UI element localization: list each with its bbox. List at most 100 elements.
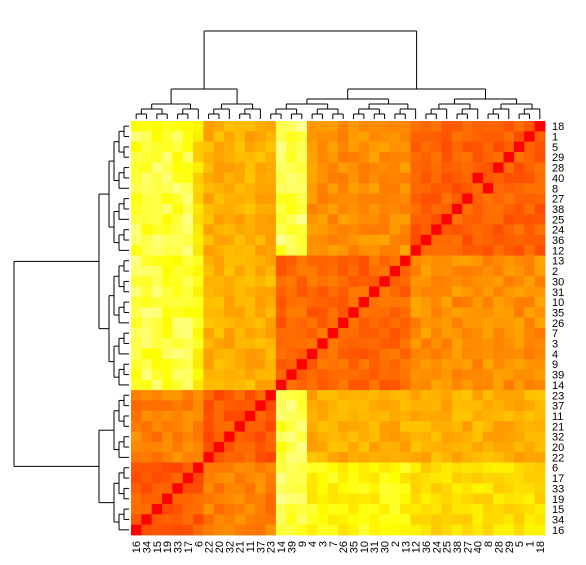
heatmap-cell [369,483,380,494]
heatmap-cell [493,214,504,225]
heatmap-cell [255,503,266,515]
heatmap-cell [472,162,484,174]
heatmap-cell [172,493,184,505]
heatmap-cell [327,141,339,153]
heatmap-cell [193,462,204,474]
heatmap-cell [286,338,297,350]
heatmap-cell [306,183,318,194]
heatmap-cell [420,390,432,401]
heatmap-cell [131,462,142,474]
heatmap-cell [203,483,215,494]
heatmap-cell [244,421,256,432]
heatmap-cell [493,359,504,370]
heatmap-cell [193,214,204,225]
heatmap-cell [451,121,463,132]
heatmap-cell [244,265,256,277]
heatmap-cell [193,503,204,515]
heatmap-cell [296,203,308,215]
heatmap-cell [513,307,525,319]
heatmap-cell [275,369,287,381]
heatmap-cell [431,452,442,463]
heatmap-cell [172,483,184,494]
heatmap-cell [265,255,277,267]
row-tick-label: 13 [552,256,564,268]
heatmap-cell [524,328,536,339]
heatmap-cell [348,245,360,256]
heatmap-cell [534,359,546,370]
heatmap-cell [379,183,391,194]
heatmap-cell [400,483,411,494]
heatmap-cell [472,462,484,474]
heatmap-cell [451,203,463,215]
heatmap-cell [379,462,391,474]
heatmap-cell [244,245,256,256]
heatmap-cell [400,172,411,184]
heatmap-cell [255,214,266,225]
heatmap-cell [234,462,246,474]
heatmap-cell [400,296,411,308]
heatmap-cell [534,410,546,422]
heatmap-cell [203,141,215,153]
heatmap-cell [524,265,536,277]
heatmap-cell [296,483,308,494]
heatmap-cell [348,452,360,463]
heatmap-cell [493,338,504,350]
heatmap-cell [203,462,215,474]
heatmap-cell [317,276,329,287]
heatmap-cell [482,369,494,381]
heatmap-cell [338,121,349,132]
heatmap-cell [338,421,349,432]
column-tick-label: 19 [162,541,174,553]
heatmap-cell [203,286,215,298]
heatmap-cell [431,317,442,329]
heatmap-cell [213,328,225,339]
heatmap-cell [193,152,204,163]
heatmap-cell [534,121,546,132]
heatmap-cell [462,379,473,391]
heatmap-cell [255,483,266,494]
heatmap-cell [172,121,184,132]
heatmap-cell [358,514,370,526]
heatmap-cell [286,348,297,360]
heatmap-cell [369,493,380,505]
heatmap-cell [441,369,453,381]
heatmap-cell [286,462,297,474]
heatmap-cell [151,431,163,443]
heatmap-cell [503,431,515,443]
heatmap-cell [224,514,235,526]
heatmap-cell [213,307,225,319]
heatmap-cell [400,338,411,350]
heatmap-cell [172,255,184,267]
heatmap-cell [131,514,142,526]
heatmap-cell [389,462,401,474]
heatmap-cell [306,400,318,412]
heatmap-cell [389,193,401,205]
heatmap-cell [420,183,432,194]
heatmap-cell [503,234,515,246]
row-tick-label: 14 [552,380,564,392]
heatmap-cell [534,462,546,474]
heatmap-cell [431,255,442,267]
heatmap-cell [462,245,473,256]
heatmap-cell [182,472,194,484]
heatmap-cell [193,472,204,484]
heatmap-cell [224,317,235,329]
heatmap-cell [286,307,297,319]
heatmap-cell [513,483,525,494]
heatmap-cell [348,441,360,453]
heatmap-cell [431,183,442,194]
heatmap-cell [327,410,339,422]
heatmap-cell [193,131,204,143]
heatmap-cell [420,265,432,277]
heatmap-cell [420,452,432,463]
heatmap-cell [327,131,339,143]
heatmap-cell [431,514,442,526]
heatmap-cell [451,296,463,308]
heatmap-cell [193,245,204,256]
heatmap-cell [296,338,308,350]
heatmap-cell [534,379,546,391]
heatmap-cell [410,172,422,184]
heatmap-cell [524,203,536,215]
heatmap-cell [141,441,153,453]
heatmap-cell [255,493,266,505]
